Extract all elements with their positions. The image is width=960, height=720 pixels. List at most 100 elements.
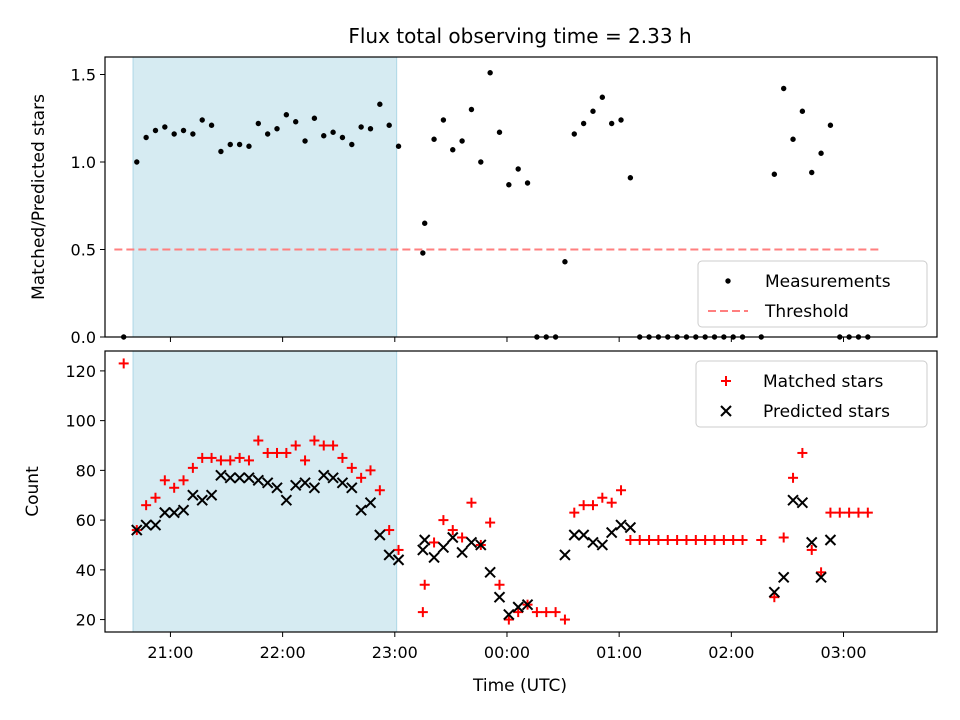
measurement-point xyxy=(422,220,428,226)
measurement-point xyxy=(171,131,177,137)
predicted-star-point xyxy=(364,496,377,509)
matched-star-point xyxy=(457,532,468,543)
count-y-tick-label: 100 xyxy=(65,412,96,431)
matched-star-point xyxy=(206,452,217,463)
measurement-point xyxy=(358,124,364,130)
ratio-observing-window-shade xyxy=(132,56,398,338)
matched-star-point xyxy=(466,497,477,508)
measurement-point xyxy=(134,159,140,165)
predicted-star-point xyxy=(318,469,330,482)
matched-star-point xyxy=(118,358,129,369)
predicted-star-point xyxy=(308,482,321,494)
measurement-point xyxy=(780,85,787,92)
measurement-point xyxy=(349,141,355,148)
matched-star-point xyxy=(788,472,799,483)
ratio-y-tick-label: 0.5 xyxy=(71,241,96,260)
measurement-point xyxy=(627,175,634,181)
predicted-star-point xyxy=(419,534,431,546)
count-y-tick-label: 60 xyxy=(76,511,96,530)
predicted-star-point xyxy=(271,482,283,494)
matched-star-point xyxy=(281,447,292,458)
matched-star-point xyxy=(541,607,552,618)
measurement-point xyxy=(255,120,262,127)
predicted-star-point xyxy=(205,489,218,501)
measurement-point xyxy=(377,101,383,107)
predicted-star-point xyxy=(568,529,580,541)
matched-star-point xyxy=(187,462,198,473)
matched-star-point xyxy=(447,525,458,536)
matched-star-point xyxy=(243,455,254,466)
matched-star-point xyxy=(844,507,855,518)
predicted-star-point xyxy=(493,591,506,603)
matched-star-point xyxy=(825,507,836,518)
x-tick-label: 00:00 xyxy=(484,643,530,662)
ratio-y-tick-label: 1.5 xyxy=(71,66,96,85)
ratio-panel: 0.0 0.5 1.0 1.5 Matched/Predicted stars Mea… xyxy=(29,56,938,347)
predicted-star-point xyxy=(777,571,790,583)
predicted-star-point xyxy=(243,472,255,484)
count-y-tick-label: 40 xyxy=(76,561,96,580)
measurement-point xyxy=(236,141,243,148)
matched-star-point xyxy=(318,440,329,451)
count-y-tick-label: 20 xyxy=(76,611,96,630)
count-y-tick-label: 120 xyxy=(65,362,96,381)
matched-star-point xyxy=(272,447,283,458)
ratio-legend-box xyxy=(697,260,928,328)
matched-star-point xyxy=(429,537,440,548)
predicted-star-point xyxy=(149,519,162,531)
predicted-star-point xyxy=(383,549,395,561)
matched-star-point xyxy=(159,475,170,486)
matched-star-point xyxy=(356,472,367,483)
matched-star-point xyxy=(503,614,514,625)
measurement-point xyxy=(199,117,205,123)
measurement-point xyxy=(562,259,568,265)
matched-star-point xyxy=(150,492,161,503)
matched-star-point xyxy=(834,507,845,518)
measurement-point xyxy=(790,136,796,142)
predicted-star-point xyxy=(824,534,837,546)
predicted-star-point xyxy=(437,541,450,554)
predicted-star-point xyxy=(521,598,534,611)
measurement-point xyxy=(330,129,336,135)
count-observing-window-shade xyxy=(132,350,398,633)
x-tick-label: 02:00 xyxy=(708,643,754,662)
matched-star-point xyxy=(178,475,189,486)
matched-star-point xyxy=(606,497,617,508)
ratio-plot-frame xyxy=(104,56,938,338)
matched-star-point xyxy=(806,544,817,555)
matched-star-point xyxy=(634,534,645,545)
predicted-star-point xyxy=(787,494,799,506)
measurement-point xyxy=(459,138,465,144)
matched-star-point xyxy=(559,614,570,625)
measurement-point xyxy=(590,108,596,114)
predicted-star-point xyxy=(187,489,199,501)
measurement-point xyxy=(246,143,252,149)
predicted-star-point xyxy=(484,566,496,579)
predicted-star-point xyxy=(605,526,618,539)
measurement-point xyxy=(386,122,392,128)
predicted-star-point xyxy=(233,472,246,484)
predicted-star-point xyxy=(596,539,609,551)
measurement-point xyxy=(478,159,484,165)
predicted-star-point xyxy=(224,472,236,484)
predicted-star-point xyxy=(512,601,524,613)
predicted-star-point xyxy=(355,504,367,516)
legend-predicted-swatch xyxy=(720,405,732,417)
measurement-point xyxy=(799,108,806,114)
measurement-point xyxy=(227,141,233,148)
matched-star-point xyxy=(816,567,827,578)
matched-star-point xyxy=(337,452,348,463)
predicted-star-point xyxy=(140,519,152,531)
measurement-point xyxy=(339,134,346,141)
matched-star-point xyxy=(690,534,701,545)
ratio-y-tick-label: 1.0 xyxy=(71,153,96,172)
matched-star-point xyxy=(393,544,404,555)
predicted-star-point xyxy=(615,519,627,531)
matched-star-point xyxy=(578,500,589,511)
matched-star-point xyxy=(709,534,720,545)
measurement-point xyxy=(180,127,187,134)
matched-star-point xyxy=(438,515,449,526)
matched-star-point xyxy=(215,455,226,466)
matched-star-point xyxy=(419,579,430,590)
